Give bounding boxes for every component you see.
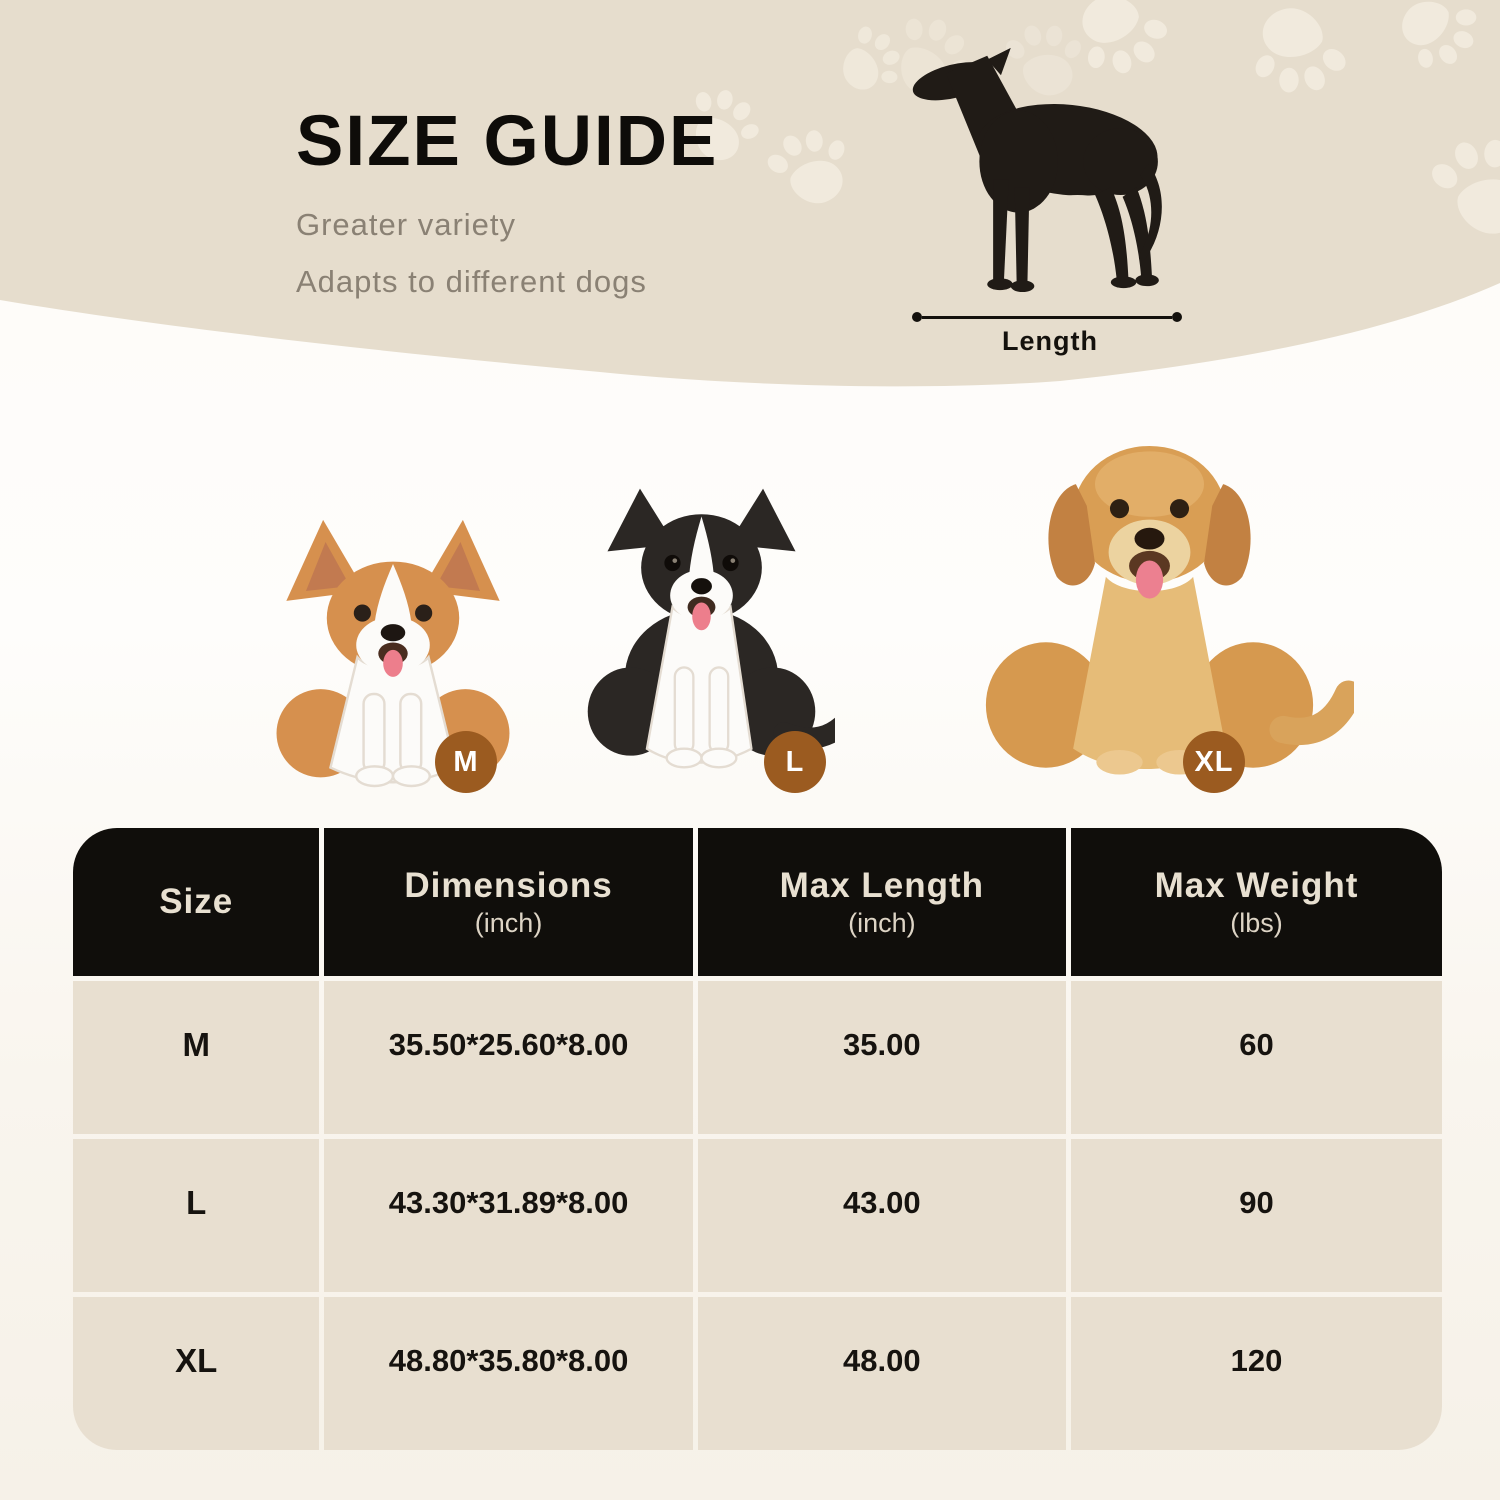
size-badge-m: M (435, 731, 497, 793)
cell-row-xl-max-weight: 120 (1070, 1297, 1442, 1450)
cell-row-m-max-length: 35.00 (697, 981, 1066, 1134)
size-badge-l: L (764, 731, 826, 793)
cell-row-m-size: M (73, 981, 320, 1134)
column-header-max-weight: Max Weight (lbs) (1070, 828, 1442, 976)
length-measure-figure: Length (900, 40, 1200, 356)
dog-standing-silhouette-icon (912, 47, 1162, 293)
corgi-photo (252, 515, 534, 797)
measure-endpoint-dot (1172, 312, 1182, 322)
cell-row-m-dimensions: 35.50*25.60*8.00 (324, 981, 693, 1134)
header-curve-background (0, 0, 1500, 387)
cell-row-xl-max-length: 48.00 (697, 1297, 1066, 1450)
measure-endpoint-dot (912, 312, 922, 322)
subtitle-line2: Adapts to different dogs (296, 264, 647, 299)
header-text-block: SIZE GUIDE Greater variety Adapts to dif… (296, 106, 718, 300)
cell-row-l-size: L (73, 1139, 320, 1292)
cell-row-l-max-length: 43.00 (697, 1139, 1066, 1292)
size-badge-xl: XL (1183, 731, 1245, 793)
border-collie-photo (568, 456, 835, 793)
column-header-dimensions: Dimensions (inch) (324, 828, 693, 976)
golden-retriever-photo (945, 424, 1354, 806)
subtitle-line1: Greater variety (296, 207, 517, 242)
cell-row-xl-size: XL (73, 1297, 320, 1450)
cell-row-m-max-weight: 60 (1070, 981, 1442, 1134)
page-title: SIZE GUIDE (296, 102, 719, 181)
cell-row-xl-dimensions: 48.80*35.80*8.00 (324, 1297, 693, 1450)
cell-row-l-max-weight: 90 (1070, 1139, 1442, 1292)
cell-row-l-dimensions: 43.30*31.89*8.00 (324, 1139, 693, 1292)
size-table: Size Dimensions (inch) Max Length (inch)… (73, 828, 1442, 1450)
column-header-size: Size (73, 828, 320, 976)
column-header-max-length: Max Length (inch) (697, 828, 1066, 976)
length-label: Length (1002, 326, 1098, 356)
measure-line-bar (922, 315, 1172, 319)
length-measure-line (912, 312, 1182, 322)
